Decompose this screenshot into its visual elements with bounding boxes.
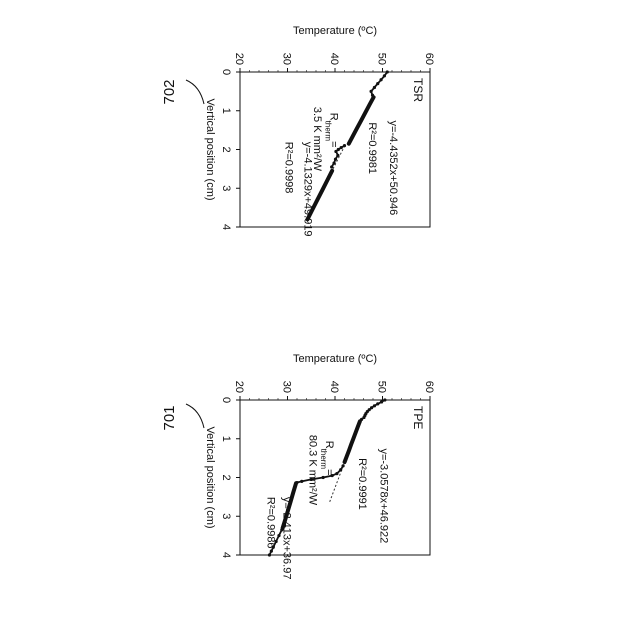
data-point [322, 476, 325, 479]
figure-label-701-arrow [186, 404, 204, 428]
data-point [356, 426, 359, 429]
data-point [352, 437, 355, 440]
data-point [351, 134, 354, 137]
data-point [373, 404, 376, 407]
data-point [376, 82, 379, 85]
data-point [334, 150, 337, 153]
data-point [343, 460, 346, 463]
data-point [336, 154, 339, 157]
data-point [339, 468, 342, 471]
y-tick-label: 60 [423, 381, 435, 393]
data-point [347, 449, 350, 452]
data-point [292, 491, 295, 494]
x-tick-label: 4 [220, 552, 232, 558]
x-tick-label: 1 [220, 436, 232, 442]
x-tick-label: 3 [220, 185, 232, 191]
data-point [294, 482, 297, 485]
y-tick-label: 20 [233, 53, 245, 65]
data-point [372, 96, 375, 99]
y-tick-label: 50 [376, 381, 388, 393]
y-tick-label: 30 [281, 381, 293, 393]
x-tick-label: 3 [220, 513, 232, 519]
panel-label: TSR [411, 78, 425, 102]
x-tick-label: 1 [220, 108, 232, 114]
annotation: 80.3 K mm²/W [306, 435, 318, 506]
figure-label-702-arrow [186, 80, 204, 104]
x-axis-label: Vertical position (cm) [204, 426, 216, 528]
data-point [380, 400, 383, 403]
figure-label-702-group: 702 [161, 79, 204, 104]
data-point [350, 443, 353, 446]
data-point [343, 144, 346, 147]
x-tick-label: 0 [220, 69, 232, 75]
data-point [354, 431, 357, 434]
data-point [355, 127, 358, 130]
data-point [268, 553, 271, 556]
data-point [386, 70, 389, 73]
annotation: y=-4.1329x+49.919 [302, 142, 314, 237]
data-point [383, 398, 386, 401]
annotation: R²=0.9991 [356, 458, 368, 510]
data-point [376, 402, 379, 405]
y-tick-label: 20 [233, 381, 245, 393]
annotation: R²=0.9981 [366, 122, 378, 174]
y-tick-label: 40 [328, 53, 340, 65]
y-tick-label: 60 [423, 53, 435, 65]
data-point [373, 86, 376, 89]
data-point [300, 480, 303, 483]
data-point [341, 464, 344, 467]
plot-area-tpe: 20 30 40 50 60 0 1 2 3 4 Vertical position (cm) Tem… [204, 353, 435, 579]
data-point [316, 198, 319, 201]
chart-panel-tpe: 20 30 40 50 60 0 1 2 3 4 Vertical position (cm) Tem… [204, 353, 435, 579]
y-axis-label: Temperature (ºC) [293, 25, 377, 37]
data-point [347, 142, 350, 145]
y-tick-label: 30 [281, 53, 293, 65]
data-point [383, 74, 386, 77]
y-axis-label: Temperature (ºC) [293, 353, 377, 365]
x-tick-label: 0 [220, 397, 232, 403]
annotation: R²=0.9998 [283, 142, 295, 194]
plot-area-tsr: 20 30 40 50 60 0 1 2 3 4 Vertical position (cm) Tem… [204, 25, 435, 237]
data-point [345, 455, 348, 458]
data-point [277, 534, 280, 537]
annotation: Rtherm= [324, 113, 340, 148]
annotation: Rtherm= [319, 441, 335, 476]
data-point [334, 158, 337, 161]
x-tick-label: 2 [220, 146, 232, 152]
x-axis-label: Vertical position (cm) [204, 98, 216, 200]
annotation: R²=0.9986 [265, 497, 277, 549]
data-point [379, 78, 382, 81]
y-tick-label: 50 [376, 53, 388, 65]
figure-label-702: 702 [161, 79, 178, 104]
x-tick-label: 4 [220, 224, 232, 230]
figure-label-701-group: 701 [161, 404, 204, 431]
data-point [364, 111, 367, 114]
annotation: y=-4.4352x+50.946 [387, 120, 399, 215]
panel-label: TPE [411, 406, 425, 429]
data-point [330, 169, 333, 172]
figure-label-701: 701 [161, 405, 178, 430]
data-point [368, 103, 371, 106]
x-tick-label: 2 [220, 474, 232, 480]
data-point [330, 165, 333, 168]
data-point [326, 179, 329, 182]
data-point [370, 90, 373, 93]
annotation: y=-2.413x+36.97 [281, 497, 293, 580]
data-point [321, 189, 324, 192]
data-point [360, 119, 363, 122]
data-point [358, 420, 361, 423]
data-point [332, 161, 335, 164]
annotation: y=-3.0578x+46.922 [378, 448, 390, 543]
chart-panel-tsr: 20 30 40 50 60 0 1 2 3 4 Vertical position (cm) Tem… [204, 25, 435, 237]
y-tick-label: 40 [328, 381, 340, 393]
plot-frame [240, 72, 430, 227]
data-point [270, 550, 273, 553]
